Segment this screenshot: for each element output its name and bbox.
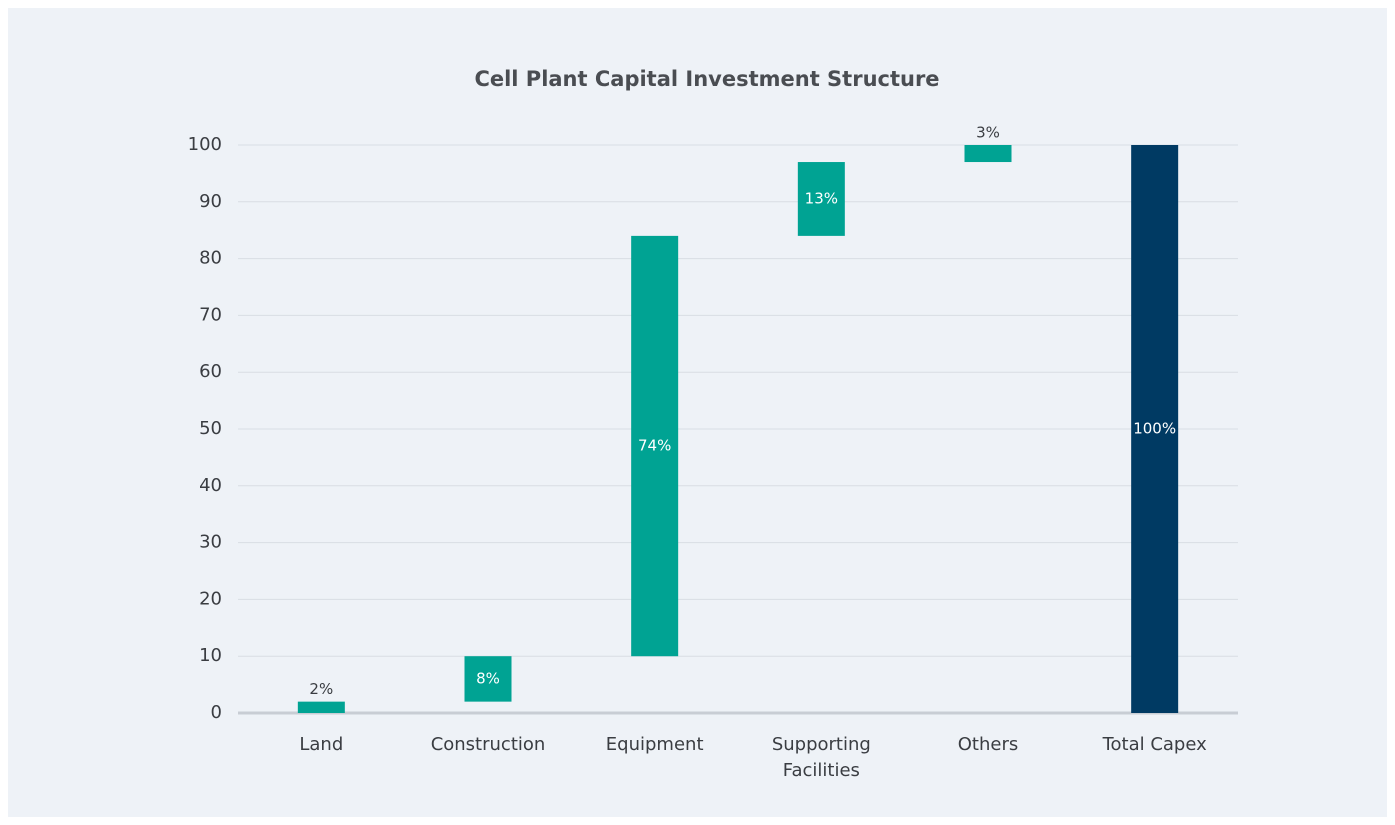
value-label: 13% [805,189,838,207]
x-tick-label: Total Capex [1102,734,1208,755]
bar [797,162,845,236]
bar [464,656,512,702]
x-tick-label: Supporting Facilities [772,734,871,781]
y-tick-label: 100 [188,134,222,155]
y-tick-label: 10 [199,645,222,666]
x-tick-label: Others [958,734,1019,755]
y-tick-label: 50 [199,418,222,439]
x-tick-label: Equipment [606,734,704,755]
y-tick-label: 70 [199,304,222,325]
y-tick-label: 30 [199,532,222,553]
x-tick-label: Land [299,734,343,755]
value-label: 3% [976,124,1000,142]
chart-background [8,8,1387,817]
y-tick-label: 60 [199,361,222,382]
value-label: 74% [638,437,671,455]
y-tick-label: 40 [199,475,222,496]
y-tick-label: 80 [199,248,222,269]
bar [297,701,345,713]
value-label: 2% [309,680,333,698]
chart-title: Cell Plant Capital Investment Structure [474,67,939,91]
y-tick-label: 20 [199,588,222,609]
bar [964,145,1012,163]
value-label: 100% [1133,420,1176,438]
bar [1131,145,1179,713]
x-tick-label: Construction [431,734,546,755]
value-label: 8% [476,669,500,687]
y-tick-label: 0 [211,702,222,723]
y-tick-label: 90 [199,191,222,212]
bar [631,235,679,657]
